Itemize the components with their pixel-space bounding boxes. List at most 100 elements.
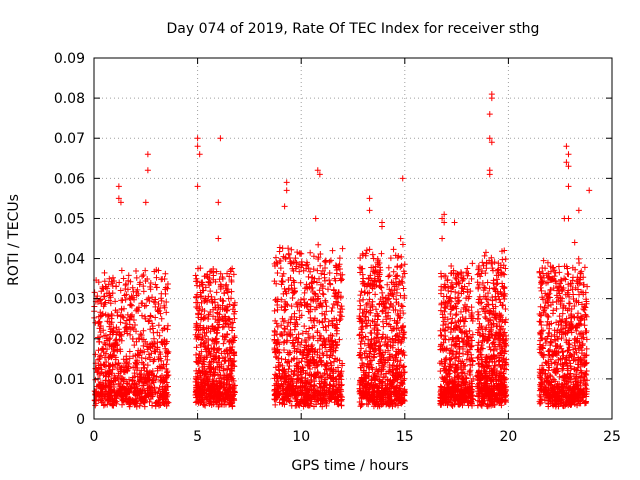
data-point — [149, 320, 156, 327]
data-point — [231, 299, 238, 306]
data-point — [376, 278, 383, 285]
data-point — [164, 322, 171, 329]
data-point — [193, 326, 200, 333]
data-point — [96, 338, 103, 345]
data-point — [321, 277, 328, 284]
data-point — [228, 320, 235, 327]
data-point — [157, 355, 164, 362]
data-point — [193, 282, 200, 289]
data-point — [310, 266, 317, 273]
data-point — [479, 259, 486, 266]
data-point — [155, 267, 162, 274]
data-point — [195, 355, 202, 362]
data-point — [100, 345, 107, 352]
data-point — [117, 287, 124, 294]
data-point — [327, 257, 334, 264]
data-point — [204, 299, 211, 306]
data-point — [144, 276, 151, 283]
data-point — [152, 314, 159, 321]
data-point — [96, 381, 103, 388]
data-point — [133, 274, 140, 281]
data-point — [133, 385, 140, 392]
data-point — [296, 250, 303, 257]
data-point — [104, 337, 111, 344]
data-point — [101, 301, 108, 308]
data-point — [123, 317, 130, 324]
data-point — [149, 402, 156, 409]
data-point — [147, 283, 154, 290]
data-point — [145, 295, 152, 302]
data-point — [140, 271, 147, 278]
data-point — [123, 390, 130, 397]
data-point — [94, 298, 101, 305]
data-point — [141, 313, 148, 320]
data-point — [137, 396, 144, 403]
data-point — [317, 262, 324, 269]
data-point — [153, 373, 160, 380]
data-point — [454, 294, 461, 301]
data-point — [297, 279, 304, 286]
data-point — [147, 326, 154, 333]
data-point — [143, 367, 150, 374]
data-point — [440, 293, 447, 300]
data-point — [100, 402, 107, 409]
data-point — [201, 343, 208, 350]
data-point — [162, 399, 169, 406]
data-point — [106, 342, 113, 349]
data-point — [121, 367, 128, 374]
data-point — [228, 288, 235, 295]
data-point — [216, 345, 223, 352]
data-point — [323, 303, 330, 310]
data-point — [555, 263, 562, 270]
data-point — [222, 282, 229, 289]
data-point — [152, 303, 159, 310]
data-point — [133, 292, 140, 299]
data-point — [121, 305, 128, 312]
data-point — [102, 341, 109, 348]
data-point — [216, 359, 223, 366]
data-point — [278, 278, 285, 285]
data-point — [222, 357, 229, 364]
data-point — [213, 268, 220, 275]
data-point — [142, 338, 149, 345]
data-point — [105, 370, 112, 377]
data-point — [147, 280, 154, 287]
data-point — [159, 388, 166, 395]
data-point — [464, 265, 471, 272]
data-point — [482, 313, 489, 320]
data-point — [104, 285, 111, 292]
data-point — [380, 323, 387, 330]
data-point — [114, 346, 121, 353]
data-point — [214, 329, 221, 336]
data-point — [545, 313, 552, 320]
data-point — [147, 396, 154, 403]
data-point — [203, 376, 210, 383]
data-point — [460, 323, 467, 330]
data-point — [216, 321, 223, 328]
data-point — [230, 385, 237, 392]
data-point — [201, 273, 208, 280]
data-point — [289, 294, 296, 301]
data-point — [225, 321, 232, 328]
data-point — [112, 307, 119, 314]
data-points — [91, 91, 593, 410]
data-point — [195, 334, 202, 341]
data-point — [131, 398, 138, 405]
data-point — [224, 388, 231, 395]
data-point — [106, 378, 113, 385]
data-point — [195, 360, 202, 367]
data-point — [149, 368, 156, 375]
data-point — [212, 316, 219, 323]
data-point — [204, 274, 211, 281]
data-point — [141, 303, 148, 310]
data-point — [226, 356, 233, 363]
data-point — [141, 396, 148, 403]
data-point — [116, 363, 123, 370]
data-point — [96, 325, 103, 332]
data-point — [131, 342, 138, 349]
data-point — [200, 287, 207, 294]
data-point — [135, 304, 142, 311]
data-point — [226, 383, 233, 390]
data-point — [206, 397, 213, 404]
data-point — [222, 396, 229, 403]
